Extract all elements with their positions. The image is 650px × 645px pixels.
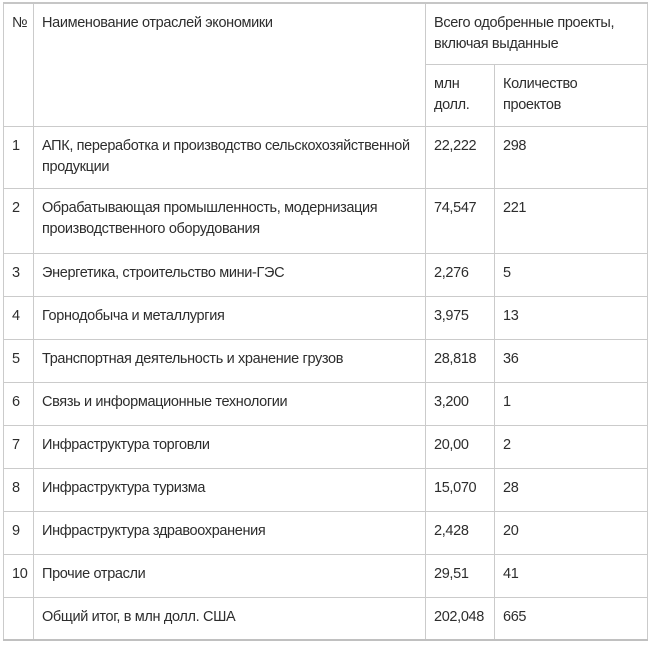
sector-name-cell: АПК, переработка и производство сельскох…: [33, 126, 426, 189]
row-number-cell: 7: [3, 425, 34, 469]
table-row: 6 Связь и информационные технологии 3,20…: [3, 382, 649, 426]
row-number-cell: 8: [3, 468, 34, 512]
table-row: 10 Прочие отрасли 29,51 41: [3, 554, 649, 598]
total-row: Общий итог, в млн долл. США 202,048 665: [3, 597, 649, 641]
count-cell: 36: [493, 339, 649, 383]
sectors-projects-table: № Наименование отраслей экономики Всего …: [3, 2, 649, 641]
header-group-approved-projects: Всего одобренные проекты, включая выданн…: [424, 2, 649, 65]
row-number-cell: 4: [3, 296, 34, 340]
header-row-sub: млн долл. Количество проектов: [4, 64, 649, 127]
sector-name-cell: Инфраструктура туризма: [33, 468, 426, 512]
table-row: 8 Инфраструктура туризма 15,070 28: [3, 468, 649, 512]
row-number-cell: 1: [3, 126, 34, 189]
table-row: 4 Горнодобыча и металлургия 3,975 13: [3, 296, 649, 340]
sector-name-cell: Прочие отрасли: [33, 554, 426, 598]
row-number-cell: 9: [3, 511, 34, 555]
count-cell: 28: [493, 468, 649, 512]
count-cell: 13: [493, 296, 649, 340]
amount-cell: 2,276: [425, 253, 495, 297]
total-label-cell: Общий итог, в млн долл. США: [33, 597, 426, 641]
header-amount-mln-usd: млн долл.: [425, 64, 495, 127]
count-cell: 20: [493, 511, 649, 555]
row-number-cell: 5: [3, 339, 34, 383]
amount-cell: 29,51: [425, 554, 495, 598]
table-row: 3 Энергетика, строительство мини-ГЭС 2,2…: [3, 253, 649, 297]
amount-cell: 20,00: [425, 425, 495, 469]
header-row-top: № Наименование отраслей экономики Всего …: [3, 2, 649, 127]
header-sector-name: Наименование отраслей экономики: [33, 2, 426, 127]
amount-cell: 28,818: [425, 339, 495, 383]
sector-name-cell: Обрабатывающая промышленность, модерниза…: [33, 188, 426, 254]
row-number-cell-empty: [3, 597, 34, 641]
amount-cell: 3,200: [425, 382, 495, 426]
sector-name-cell: Инфраструктура торговли: [33, 425, 426, 469]
count-cell: 41: [493, 554, 649, 598]
count-cell: 1: [493, 382, 649, 426]
sector-name-cell: Связь и информационные технологии: [33, 382, 426, 426]
row-number-cell: 2: [3, 188, 34, 254]
row-number-cell: 6: [3, 382, 34, 426]
header-number: №: [3, 2, 34, 127]
amount-cell: 22,222: [425, 126, 495, 189]
count-cell: 221: [493, 188, 649, 254]
table-row: 7 Инфраструктура торговли 20,00 2: [3, 425, 649, 469]
header-project-count: Количество проектов: [493, 64, 649, 127]
table-row: 9 Инфраструктура здравоохранения 2,428 2…: [3, 511, 649, 555]
count-cell: 298: [493, 126, 649, 189]
row-number-cell: 3: [3, 253, 34, 297]
amount-cell: 15,070: [425, 468, 495, 512]
table-row: 1 АПК, переработка и производство сельск…: [3, 126, 649, 189]
count-cell: 2: [493, 425, 649, 469]
total-amount-cell: 202,048: [425, 597, 495, 641]
sector-name-cell: Инфраструктура здравоохранения: [33, 511, 426, 555]
amount-cell: 74,547: [425, 188, 495, 254]
sector-name-cell: Энергетика, строительство мини-ГЭС: [33, 253, 426, 297]
amount-cell: 3,975: [425, 296, 495, 340]
table-row: 5 Транспортная деятельность и хранение г…: [3, 339, 649, 383]
row-number-cell: 10: [3, 554, 34, 598]
total-count-cell: 665: [493, 597, 649, 641]
table-row: 2 Обрабатывающая промышленность, модерни…: [3, 188, 649, 254]
sector-name-cell: Горнодобыча и металлургия: [33, 296, 426, 340]
sector-name-cell: Транспортная деятельность и хранение гру…: [33, 339, 426, 383]
count-cell: 5: [493, 253, 649, 297]
amount-cell: 2,428: [425, 511, 495, 555]
